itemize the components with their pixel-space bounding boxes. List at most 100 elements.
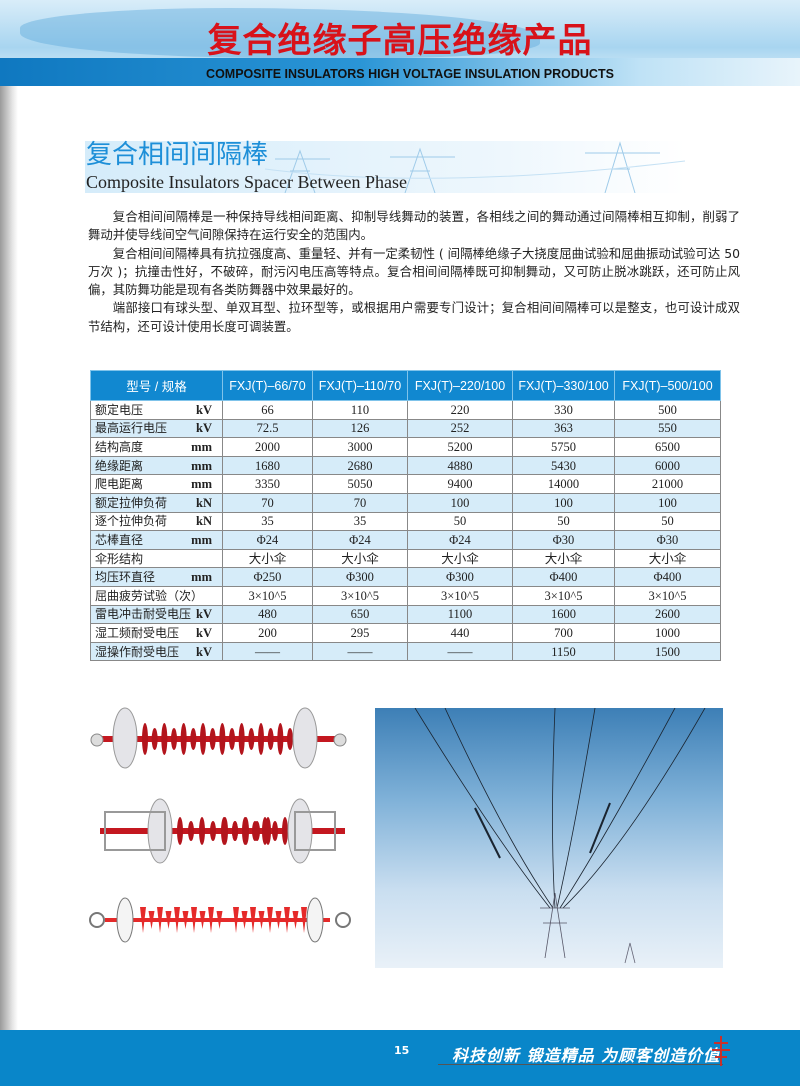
table-row: 屈曲疲劳试验（次） 3×10^5 3×10^5 3×10^5 3×10^5 3×10^5 [90, 585, 721, 606]
row-label-wrap: 伞形结构 [95, 551, 218, 567]
table-cell: 5430 [512, 455, 615, 476]
tower-logo-icon [712, 1036, 730, 1066]
table-cell: 1500 [614, 641, 721, 662]
table-cell: 70 [312, 492, 408, 513]
row-label-wrap: 逐个拉伸负荷 kN [95, 513, 218, 529]
row-label: 绝缘距离 mm [90, 455, 223, 476]
table-cell: 大小伞 [512, 548, 615, 569]
table-cell: 35 [312, 511, 408, 532]
row-label: 伞形结构 [90, 548, 223, 569]
row-label-wrap: 湿工频耐受电压 kV [95, 625, 218, 641]
row-unit: mm [191, 532, 212, 547]
table-cell: 3350 [222, 474, 313, 494]
column-header: FXJ(T)–66/70 [222, 370, 313, 401]
shed [216, 911, 223, 929]
shed [272, 821, 278, 841]
row-label-text: 均压环直径 [95, 570, 156, 585]
spec-table: 型号 / 规格 FXJ(T)–66/70 FXJ(T)–110/70 FXJ(T)–2… [90, 370, 721, 662]
table-row: 均压环直径 mm Φ250 Φ300 Φ300 Φ400 Φ400 [90, 567, 721, 587]
page-number: 15 [394, 1044, 410, 1057]
row-label-text: 湿工频耐受电压 [95, 625, 180, 640]
table-cell: 2680 [312, 455, 408, 476]
shed [248, 728, 255, 750]
table-cell: 1100 [407, 604, 513, 625]
table-cell: 3×10^5 [614, 585, 721, 606]
shed [177, 817, 183, 845]
row-unit: kN [196, 495, 212, 510]
shed [277, 723, 284, 755]
page-footer [0, 1030, 800, 1086]
table-cell: 100 [407, 492, 513, 513]
table-cell: 6500 [614, 437, 721, 457]
table-cell: Φ400 [512, 567, 615, 587]
row-label-text: 湿操作耐受电压 [95, 644, 180, 659]
table-cell: 14000 [512, 474, 615, 494]
shed [232, 821, 238, 841]
table-cell: Φ24 [407, 530, 513, 550]
shed [284, 907, 290, 933]
table-cell: 126 [312, 418, 408, 439]
row-label: 湿操作耐受电压 kV [90, 641, 223, 662]
shed [229, 728, 235, 750]
shed [222, 817, 228, 845]
row-unit: mm [191, 439, 212, 454]
table-cell: Φ250 [222, 567, 313, 587]
table-row: 结构高度 mm 2000 3000 5200 5750 6500 [90, 437, 721, 457]
table-cell: 295 [312, 623, 408, 643]
table-cell: 70 [222, 492, 313, 513]
table-cell: 1680 [222, 455, 313, 476]
shed [238, 723, 245, 755]
shed [188, 821, 194, 841]
table-cell: 480 [222, 604, 313, 625]
row-label-text: 结构高度 [95, 439, 144, 454]
page-title: 复合绝缘子高压绝缘产品 [207, 21, 593, 61]
shed [267, 728, 274, 750]
shed [250, 907, 256, 933]
row-label-wrap: 雷电冲击耐受电压 kV [95, 606, 218, 622]
shed [182, 911, 189, 929]
table-row: 绝缘距离 mm 1680 2680 4880 5430 6000 [90, 455, 721, 476]
shed [140, 907, 146, 933]
row-label-text: 伞形结构 [95, 551, 144, 566]
shed [282, 817, 288, 845]
row-label-wrap: 额定电压 kV [95, 402, 218, 418]
table-cell: Φ30 [512, 530, 615, 550]
table-cell: 大小伞 [407, 548, 513, 569]
table-cell: 3×10^5 [407, 585, 513, 606]
row-label-wrap: 屈曲疲劳试验（次） [95, 588, 218, 604]
table-cell: 35 [222, 511, 313, 532]
row-label: 湿工频耐受电压 kV [90, 623, 223, 643]
shed [242, 817, 248, 845]
table-cell: 330 [512, 400, 615, 420]
table-cell: 2600 [614, 604, 721, 625]
shed [199, 911, 206, 929]
insulator-3 [89, 897, 351, 943]
table-cell: 100 [512, 492, 615, 513]
row-label-text: 逐个拉伸负荷 [95, 514, 168, 529]
section-banner [85, 141, 685, 193]
row-unit: kV [196, 402, 212, 417]
row-label-text: 最高运行电压 [95, 421, 168, 436]
table-row: 芯棒直径 mm Φ24 Φ24 Φ24 Φ30 Φ30 [90, 530, 721, 550]
table-cell: 大小伞 [312, 548, 408, 569]
shed [180, 723, 187, 755]
header-band [0, 58, 800, 86]
row-label: 最高运行电压 kV [90, 418, 223, 439]
table-cell: 9400 [407, 474, 513, 494]
page-header [0, 0, 800, 86]
row-unit: kV [196, 625, 212, 640]
table-row: 最高运行电压 kV 72.5 126 252 363 550 [90, 418, 721, 439]
row-label: 雷电冲击耐受电压 kV [90, 604, 223, 625]
table-cell: 100 [614, 492, 721, 513]
table-cell: 21000 [614, 474, 721, 494]
insulator-1 [90, 707, 347, 769]
column-header: FXJ(T)–330/100 [512, 370, 615, 401]
shed [219, 723, 226, 755]
transmission-line-photo [375, 708, 723, 968]
table-cell: 1600 [512, 604, 615, 625]
table-cell: 252 [407, 418, 513, 439]
shed [191, 907, 197, 933]
shed [151, 728, 158, 750]
row-unit: kV [196, 607, 212, 622]
table-row: 额定电压 kV 66 110 220 330 500 [90, 400, 721, 420]
